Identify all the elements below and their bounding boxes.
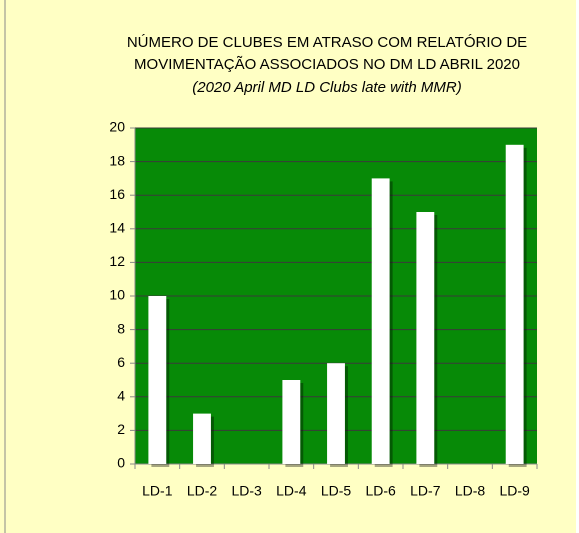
bar bbox=[505, 144, 524, 465]
chart-title: MOVIMENTAÇÃO ASSOCIADOS NO DM LD ABRIL 2… bbox=[134, 56, 520, 73]
x-tick-label: LD-8 bbox=[455, 483, 486, 499]
x-tick-label: LD-2 bbox=[187, 483, 218, 499]
y-tick-label: 8 bbox=[117, 320, 125, 336]
bar bbox=[416, 212, 435, 464]
chart-title: NÚMERO DE CLUBES EM ATRASO COM RELATÓRIO… bbox=[127, 34, 527, 51]
x-tick-label: LD-5 bbox=[321, 483, 352, 499]
y-tick-label: 20 bbox=[109, 119, 125, 135]
y-tick-label: 16 bbox=[109, 186, 125, 202]
y-tick-label: 0 bbox=[117, 455, 125, 471]
x-tick-label: LD-4 bbox=[276, 483, 307, 499]
bar bbox=[371, 178, 390, 464]
y-tick-label: 18 bbox=[109, 152, 125, 168]
x-tick-label: LD-6 bbox=[365, 483, 396, 499]
y-tick-label: 14 bbox=[109, 220, 125, 236]
y-tick-label: 4 bbox=[117, 388, 125, 404]
x-tick-label: LD-7 bbox=[410, 483, 441, 499]
x-tick-label: LD-3 bbox=[231, 483, 262, 499]
bar bbox=[193, 413, 211, 464]
y-tick-label: 12 bbox=[109, 253, 125, 269]
bar bbox=[327, 363, 345, 464]
x-tick-label: LD-9 bbox=[499, 483, 530, 499]
y-tick-label: 6 bbox=[117, 354, 125, 370]
bar bbox=[282, 380, 301, 464]
chart-subtitle: (2020 April MD LD Clubs late with MMR) bbox=[192, 79, 462, 96]
y-tick-label: 10 bbox=[109, 287, 125, 303]
y-tick-label: 2 bbox=[117, 421, 125, 437]
bar bbox=[148, 296, 167, 464]
x-tick-label: LD-1 bbox=[142, 483, 173, 499]
